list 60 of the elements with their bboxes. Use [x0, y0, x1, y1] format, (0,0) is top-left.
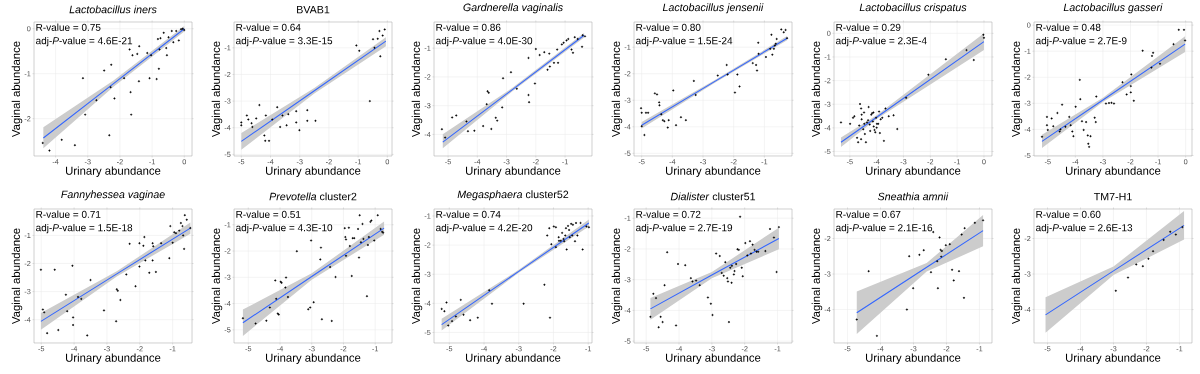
y-axis-title: Vaginal abundance — [211, 41, 223, 138]
x-axis-title: Urinary abundance — [66, 353, 161, 364]
chart-title: TM7-H1 — [1093, 192, 1132, 201]
annotation: R-value = 0.71 — [36, 210, 101, 218]
chart-title: Sneathia amnii — [877, 192, 949, 201]
annotation: adj-P-value = 4.0E-30 — [436, 36, 533, 47]
y-axis-title: Vaginal abundance — [1011, 228, 1023, 325]
y-axis-title: Vaginal abundance — [411, 228, 423, 325]
annotation: adj-P-value = 2.1E-16 — [836, 223, 933, 234]
chart-title: Prevotella cluster2 — [269, 192, 357, 201]
x-axis-title: Urinary abundance — [466, 353, 561, 364]
annotation: adj-P-value = 2.7E-9 — [1036, 36, 1127, 47]
y-axis-title: Vaginal abundance — [611, 228, 623, 325]
annotation: adj-P-value = 1.5E-18 — [36, 223, 133, 234]
annotation: R-value = 0.60 — [1036, 210, 1101, 218]
chart-title: Dialister cluster51 — [670, 192, 756, 201]
chart-title: Lactobacillus jensenii — [662, 3, 764, 14]
annotation: adj-P-value = 2.3E-4 — [836, 36, 927, 47]
annotation: R-value = 0.75 — [36, 23, 101, 31]
annotation: adj-P-value = 2.6E-13 — [1036, 223, 1133, 234]
y-axis-title: Vaginal abundance — [1011, 41, 1023, 138]
x-axis-title: Urinary abundance — [666, 166, 761, 177]
chart-title: Fannyhessea vaginae — [61, 190, 165, 201]
chart-title: Lactobacillus gasseri — [1063, 3, 1163, 14]
y-axis-title: Vaginal abundance — [611, 41, 623, 138]
chart-title: BVAB1 — [297, 5, 330, 14]
y-axis-title: Vaginal abundance — [11, 41, 23, 138]
x-axis-title: Urinary abundance — [266, 166, 361, 177]
y-axis-title: Vaginal abundance — [11, 228, 23, 325]
x-axis-title: Urinary abundance — [866, 353, 961, 364]
x-axis-title: Urinary abundance — [666, 353, 761, 364]
y-axis-title: Vaginal abundance — [411, 41, 423, 138]
annotation: R-value = 0.67 — [836, 210, 901, 218]
annotation: R-value = 0.51 — [236, 210, 301, 218]
annotation: adj-P-value = 3.3E-15 — [236, 36, 333, 47]
annotation: adj-P-value = 4.3E-10 — [236, 223, 333, 234]
x-axis-title: Urinary abundance — [1065, 353, 1161, 364]
chart-title: Lactobacillus iners — [69, 5, 157, 14]
annotation: R-value = 0.72 — [636, 210, 701, 218]
annotation: adj-P-value = 4.2E-20 — [436, 223, 533, 234]
x-axis-title: Urinary abundance — [866, 166, 961, 177]
chart-title: Lactobacillus crispatus — [859, 3, 967, 14]
annotation: R-value = 0.74 — [436, 210, 501, 218]
chart-title: Megasphaera cluster52 — [457, 190, 569, 201]
annotation: R-value = 0.64 — [236, 23, 301, 31]
y-axis-title: Vaginal abundance — [811, 228, 823, 325]
annotation: R-value = 0.86 — [436, 23, 501, 31]
x-axis-title: Urinary abundance — [1065, 166, 1161, 177]
annotation: R-value = 0.48 — [1036, 23, 1101, 31]
x-axis-title: Urinary abundance — [66, 166, 161, 177]
x-axis-title: Urinary abundance — [266, 353, 361, 364]
y-axis-title: Vaginal abundance — [811, 41, 823, 138]
annotation: adj-P-value = 4.6E-21 — [36, 36, 133, 47]
x-axis-title: Urinary abundance — [466, 166, 561, 177]
y-axis-title: Vaginal abundance — [211, 228, 223, 325]
annotation: adj-P-value = 2.7E-19 — [636, 223, 733, 234]
annotation: adj-P-value = 1.5E-24 — [636, 36, 733, 47]
annotation: R-value = 0.29 — [836, 23, 901, 31]
annotation: R-value = 0.80 — [636, 23, 701, 31]
chart-title: Gardnerella vaginalis — [463, 3, 563, 14]
